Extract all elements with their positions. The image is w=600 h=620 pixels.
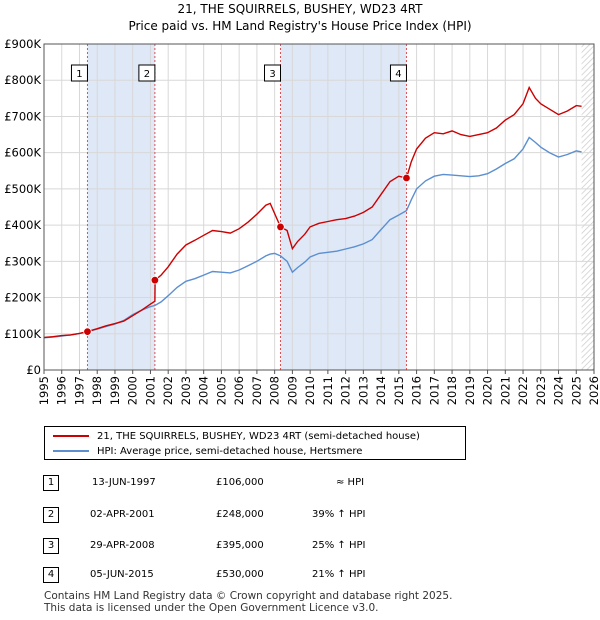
sale-point-1 <box>83 327 92 336</box>
sale-label-1: 1 <box>76 69 82 80</box>
y-tick-label-8: £800K <box>4 73 41 87</box>
sale-point-2 <box>150 275 160 285</box>
x-tick-label-1999: 1999 <box>108 376 122 405</box>
x-tick-label-2019: 2019 <box>463 376 477 405</box>
y-tick-label-5: £500K <box>4 182 41 196</box>
x-tick-label-1995: 1995 <box>37 376 51 405</box>
sale-label-box-2 <box>138 64 156 82</box>
x-tick-label-2003: 2003 <box>179 376 193 405</box>
transaction-date: 05-JUN-2015 <box>90 569 154 580</box>
legend-swatch-hpi <box>53 450 89 452</box>
x-tick-label-2001: 2001 <box>143 376 157 405</box>
x-tick-label-2011: 2011 <box>321 376 335 405</box>
y-tick-label-6: £600K <box>4 146 41 160</box>
x-tick-label-2013: 2013 <box>356 376 370 405</box>
transaction-price: £530,000 <box>216 569 264 580</box>
x-tick-label-2012: 2012 <box>339 376 353 405</box>
x-tick-label-2015: 2015 <box>392 376 406 405</box>
transaction-date: 13-JUN-1997 <box>92 477 156 488</box>
transaction-price: £106,000 <box>216 477 264 488</box>
transaction-hpi: 25% ↑ HPI <box>312 540 366 551</box>
x-tick-label-2007: 2007 <box>250 376 264 405</box>
transaction-row-1: 1 13-JUN-1997 £106,000 ≈ HPI <box>0 475 600 493</box>
price-chart: 1 2 3 4 £0 £100K £200K £300K £400K £500K £600K £700… <box>4 37 600 405</box>
x-tick-label-2021: 2021 <box>498 376 512 405</box>
y-tick-label-9: £900K <box>4 37 41 51</box>
sale-label-2: 2 <box>144 69 150 80</box>
transaction-number: 1 <box>43 475 59 491</box>
y-tick-label-3: £300K <box>4 254 41 268</box>
x-tick-label-2008: 2008 <box>268 376 282 405</box>
x-tick-label-2023: 2023 <box>534 376 548 405</box>
x-tick-label-2009: 2009 <box>285 376 299 405</box>
transaction-price: £248,000 <box>216 509 264 520</box>
y-tick-label-0: £0 <box>26 363 41 377</box>
chart-title: 21, THE SQUIRRELS, BUSHEY, WD23 4RT <box>177 2 423 16</box>
legend-swatch-property <box>53 435 89 437</box>
legend-label-hpi: HPI: Average price, semi-detached house,… <box>97 445 363 457</box>
x-tick-label-2024: 2024 <box>552 376 566 405</box>
x-tick-label-2025: 2025 <box>569 376 583 405</box>
x-tick-label-2000: 2000 <box>126 376 140 405</box>
transaction-hpi: 21% ↑ HPI <box>312 569 366 580</box>
footer-licence: This data is licensed under the Open Gov… <box>44 602 379 614</box>
sale-point-4 <box>402 173 411 183</box>
y-tick-label-7: £700K <box>4 109 41 123</box>
x-tick-label-2002: 2002 <box>161 376 175 405</box>
sale-label-box-3 <box>264 64 281 82</box>
chart-subtitle: Price paid vs. HM Land Registry's House … <box>128 19 472 33</box>
property-series-line <box>44 85 582 339</box>
x-tick-label-2016: 2016 <box>410 376 424 405</box>
transaction-hpi: ≈ HPI <box>336 477 365 488</box>
x-tick-label-2014: 2014 <box>374 376 388 405</box>
y-tick-label-1: £100K <box>4 327 41 341</box>
legend-item-property: 21, THE SQUIRRELS, BUSHEY, WD23 4RT (sem… <box>53 429 420 443</box>
x-tick-label-1998: 1998 <box>90 376 104 405</box>
plot-border <box>43 43 595 371</box>
shaded-period-2 <box>280 44 407 370</box>
x-tick-label-2006: 2006 <box>232 376 246 405</box>
sale-point-3 <box>276 222 285 232</box>
x-tick-label-2018: 2018 <box>445 376 459 405</box>
x-tick-label-1997: 1997 <box>72 376 86 405</box>
legend: 21, THE SQUIRRELS, BUSHEY, WD23 4RT (sem… <box>44 426 466 460</box>
y-tick-label-2: £200K <box>4 291 41 305</box>
transaction-row-3: 3 29-APR-2008 £395,000 25% ↑ HPI <box>0 538 600 556</box>
sale-label-box-4 <box>389 64 407 82</box>
x-tick-label-2026: 2026 <box>587 376 600 405</box>
x-tick-label-2017: 2017 <box>427 376 441 405</box>
x-tick-label-2022: 2022 <box>516 376 530 405</box>
legend-item-hpi: HPI: Average price, semi-detached house,… <box>53 444 362 458</box>
transaction-number: 4 <box>43 567 59 583</box>
transaction-date: 02-APR-2001 <box>90 509 155 520</box>
transaction-number: 3 <box>43 538 59 554</box>
shaded-period-1 <box>87 44 155 370</box>
footer-copyright: Contains HM Land Registry data © Crown c… <box>44 590 453 602</box>
sale-label-4: 4 <box>395 69 401 80</box>
transaction-row-2: 2 02-APR-2001 £248,000 39% ↑ HPI <box>0 507 600 525</box>
transaction-row-4: 4 05-JUN-2015 £530,000 21% ↑ HPI <box>0 567 600 585</box>
transaction-price: £395,000 <box>216 540 264 551</box>
transaction-date: 29-APR-2008 <box>90 540 155 551</box>
x-tick-label-2005: 2005 <box>214 376 228 405</box>
transaction-hpi: 39% ↑ HPI <box>312 509 366 520</box>
x-tick-label-1996: 1996 <box>55 376 69 405</box>
sale-label-3: 3 <box>269 69 275 80</box>
x-tick-label-2004: 2004 <box>197 376 211 405</box>
sale-label-box-1 <box>70 64 88 82</box>
y-tick-label-4: £400K <box>4 218 41 232</box>
transaction-number: 2 <box>43 507 59 523</box>
x-tick-label-2010: 2010 <box>303 376 317 405</box>
x-tick-label-2020: 2020 <box>481 376 495 405</box>
legend-label-property: 21, THE SQUIRRELS, BUSHEY, WD23 4RT (sem… <box>97 430 420 442</box>
forecast-hatch <box>581 44 594 370</box>
